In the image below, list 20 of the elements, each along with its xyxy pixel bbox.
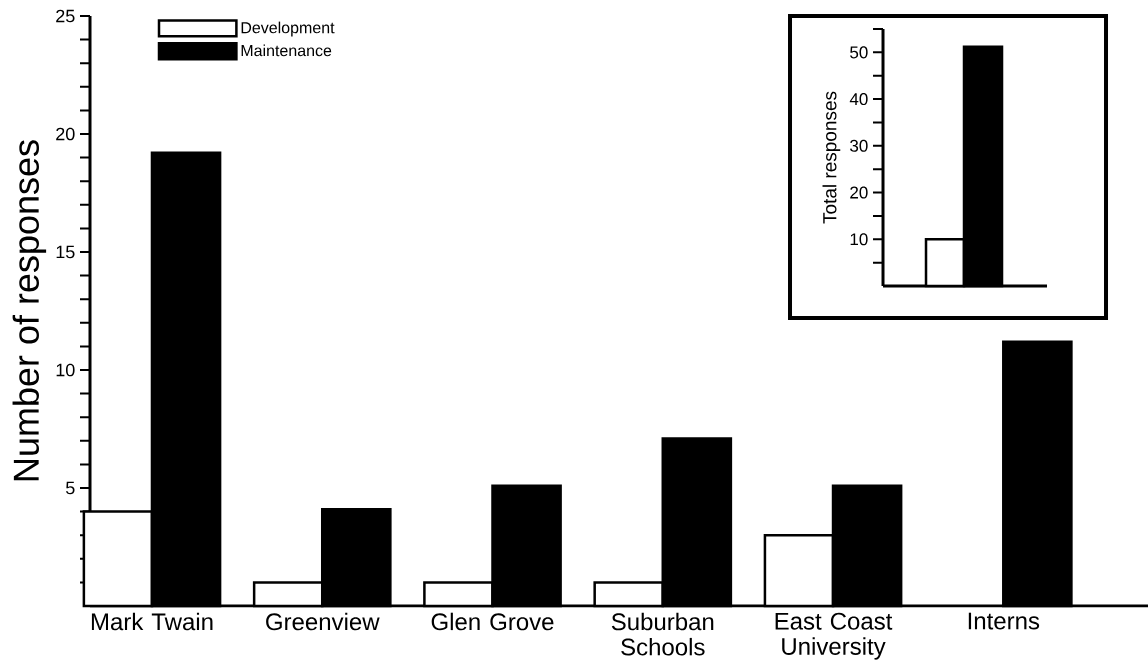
legend-label: Development (241, 21, 335, 37)
x-tick-label: Mark Twain (91, 612, 213, 631)
y-tick-label: 5 (65, 481, 75, 495)
x-tick-label: Interns (968, 612, 1040, 630)
x-tick-label: Suburban Schools (611, 612, 714, 656)
y-axis-title: Total responses (822, 91, 841, 224)
y-tick-label: 50 (850, 46, 868, 59)
y-tick-label: 20 (56, 127, 75, 141)
x-tick-label: East Coast University (775, 612, 893, 660)
y-tick-label: 10 (850, 233, 868, 246)
x-tick-label: Glen Grove (431, 612, 554, 631)
y-tick-label: 15 (56, 245, 75, 259)
y-tick-label: 25 (56, 9, 75, 23)
y-tick-label: 40 (849, 93, 868, 106)
y-axis-title: Number of responses (12, 140, 47, 481)
y-tick-label: 10 (56, 363, 75, 377)
legend-label: Maintenance (241, 44, 332, 57)
x-tick-label: Greenview (266, 612, 380, 631)
y-tick-label: 30 (850, 139, 868, 152)
y-tick-label: 20 (850, 186, 868, 199)
